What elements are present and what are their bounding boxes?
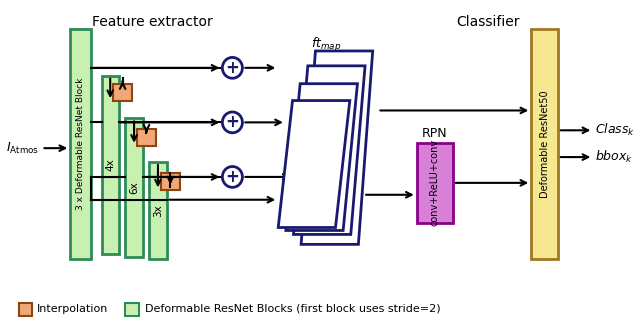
Polygon shape (286, 84, 358, 230)
Text: +: + (225, 59, 239, 77)
Text: +: + (225, 113, 239, 131)
Text: $bbox_k$: $bbox_k$ (595, 149, 634, 165)
Text: +: + (225, 168, 239, 186)
Bar (125, 118, 143, 257)
Polygon shape (294, 66, 365, 234)
Bar (19, 303, 32, 316)
Text: conv+ReLU+conv: conv+ReLU+conv (430, 139, 440, 226)
Text: Interpolation: Interpolation (36, 304, 108, 314)
Bar (137, 129, 156, 146)
Text: Classifier: Classifier (456, 15, 520, 29)
Text: 6x: 6x (129, 182, 139, 194)
Circle shape (222, 166, 243, 187)
Text: Deformable ResNet50: Deformable ResNet50 (540, 90, 550, 198)
Bar (70, 29, 91, 259)
Bar (417, 143, 453, 222)
Text: Deformable ResNet Blocks (first block uses stride=2): Deformable ResNet Blocks (first block us… (145, 304, 440, 314)
Bar (113, 84, 132, 101)
Polygon shape (301, 51, 372, 244)
Bar (102, 76, 119, 254)
Bar (531, 29, 558, 259)
Text: 3x: 3x (153, 204, 163, 217)
Bar (149, 162, 166, 259)
Text: 4x: 4x (105, 159, 115, 172)
Text: $I_{\mathrm{Atmos}}$: $I_{\mathrm{Atmos}}$ (6, 141, 39, 156)
Bar (125, 303, 139, 316)
Text: $Class_k$: $Class_k$ (595, 122, 636, 138)
Circle shape (222, 112, 243, 133)
Text: $ft_{map}$: $ft_{map}$ (311, 36, 341, 54)
Text: RPN: RPN (422, 127, 447, 140)
Bar (161, 174, 180, 190)
Circle shape (222, 57, 243, 78)
Polygon shape (278, 100, 350, 227)
Text: Feature extractor: Feature extractor (92, 15, 212, 29)
Text: 3 x Deformable ResNet Block: 3 x Deformable ResNet Block (76, 78, 85, 210)
